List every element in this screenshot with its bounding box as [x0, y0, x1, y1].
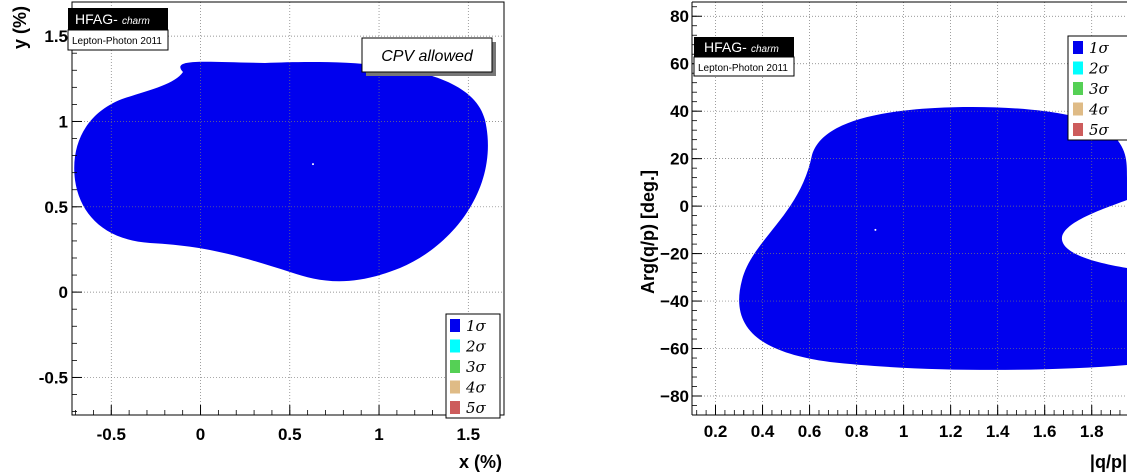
legend-label-1sigma: 1σ: [466, 317, 487, 335]
left-hfag-sub: charm: [122, 16, 150, 27]
y-tick-label: 40: [670, 102, 689, 121]
left-hfag-label: HFAG-: [75, 11, 118, 27]
x-tick-label: 0.4: [751, 422, 775, 441]
legend-label-3sigma: 3σ: [1089, 80, 1110, 98]
left-conference-label: Lepton-Photon 2011: [72, 36, 162, 47]
y-tick-label: −80: [660, 387, 689, 406]
legend-label-3sigma: 3σ: [466, 358, 487, 376]
right-hfag-badge: [694, 37, 794, 57]
left-chart: -0.5 0 0.5 1 1.5 -0.5 0 0.5 1 1.5 HFAG- charm Lep…: [10, 1, 505, 472]
left-plot-frame: [71, 1, 505, 416]
right-x-axis-label: |q/p|: [1090, 452, 1127, 472]
right-hfag-sub: charm: [751, 44, 779, 55]
right-contours: [692, 2, 1127, 415]
legend-swatch-4sigma: [450, 380, 460, 394]
y-tick-label: −60: [660, 340, 689, 359]
legend-swatch-5sigma: [450, 401, 460, 414]
y-tick-label: 0: [59, 283, 68, 302]
legend-label-2sigma: 2σ: [465, 338, 487, 356]
y-tick-label: 1.5: [44, 27, 68, 46]
x-tick-label: -0.5: [97, 425, 126, 444]
right-conference-box: [693, 56, 795, 77]
left-hfag-badge: [68, 8, 168, 30]
y-tick-label: −40: [660, 292, 689, 311]
legend-swatch-2sigma: [450, 339, 460, 353]
y-tick-label: 1: [59, 112, 68, 131]
x-tick-label: 1: [374, 425, 383, 444]
legend-label-2sigma: 2σ: [1088, 60, 1110, 78]
legend-label-4sigma: 4σ: [465, 379, 487, 397]
y-tick-label: -0.5: [39, 368, 68, 387]
right-conference-label: Lepton-Photon 2011: [698, 63, 788, 74]
y-tick-label: 0: [680, 197, 689, 216]
legend-label-5sigma: 5σ: [466, 399, 487, 417]
y-tick-label: 80: [670, 7, 689, 26]
right-best-fit-point: [874, 228, 877, 231]
left-y-axis-label: y (%): [10, 6, 30, 49]
legend-swatch-3sigma: [1073, 82, 1083, 95]
x-tick-label: 0: [196, 425, 205, 444]
x-tick-label: 0.2: [704, 422, 728, 441]
x-tick-label: 0.8: [845, 422, 869, 441]
x-tick-label: 0.6: [798, 422, 822, 441]
cpv-annotation: CPV allowed: [381, 48, 474, 65]
right-chart: 0.2 0.4 0.6 0.8 1 1.2 1.4 1.6 1.8 80 60 40 20 0 −20 −40…: [638, 1, 1127, 472]
x-tick-label: 0.5: [278, 425, 302, 444]
x-tick-label: 1.5: [456, 425, 480, 444]
cpv-box: [361, 37, 493, 73]
y-tick-label: 60: [670, 55, 689, 74]
legend-swatch-1sigma: [1073, 41, 1083, 54]
x-tick-label: 1.8: [1080, 422, 1104, 441]
x-tick-label: 1.4: [986, 422, 1010, 441]
legend-swatch-1sigma: [450, 319, 460, 332]
legend-swatch-4sigma: [1073, 102, 1083, 116]
x-tick-label: 1: [899, 422, 908, 441]
contour-1sigma: [74, 61, 488, 282]
contour-1sigma: [739, 107, 1127, 370]
left-x-axis-label: x (%): [459, 452, 502, 472]
legend-label-4sigma: 4σ: [1088, 101, 1110, 119]
legend-label-1sigma: 1σ: [1089, 39, 1110, 57]
legend-swatch-5sigma: [1073, 123, 1083, 136]
left-best-fit-point: [311, 163, 314, 166]
legend-swatch-2sigma: [1073, 61, 1083, 75]
right-hfag-label: HFAG-: [704, 39, 747, 55]
legend-label-5sigma: 5σ: [1089, 121, 1110, 139]
y-tick-label: 20: [670, 150, 689, 169]
x-tick-label: 1.2: [939, 422, 963, 441]
y-tick-label: 0.5: [44, 198, 68, 217]
right-y-axis-label: Arg(q/p) [deg.]: [638, 170, 658, 294]
y-tick-label: −20: [660, 245, 689, 264]
x-tick-label: 1.6: [1033, 422, 1057, 441]
left-conference-box: [67, 29, 169, 51]
legend-swatch-3sigma: [450, 360, 460, 373]
